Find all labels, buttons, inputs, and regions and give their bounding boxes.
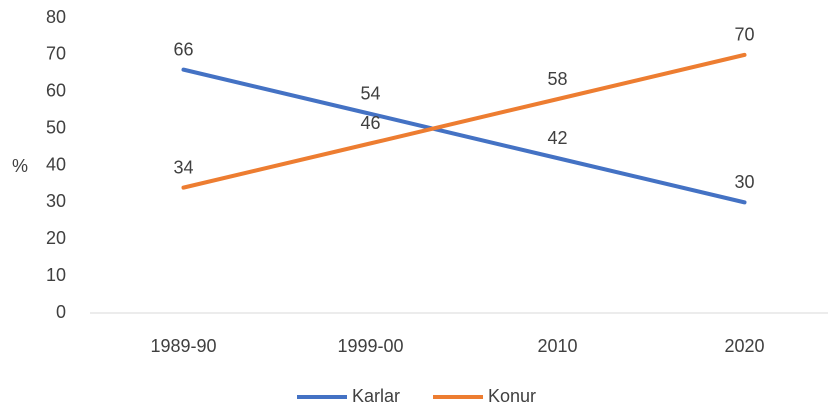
data-label: 42 [547, 128, 567, 148]
y-tick-label: 0 [56, 302, 66, 322]
data-label: 46 [360, 113, 380, 133]
data-label: 66 [173, 39, 193, 59]
data-label: 54 [360, 84, 380, 104]
x-tick-label: 1989-90 [150, 336, 216, 356]
series-line [181, 67, 747, 205]
y-tick-label: 20 [46, 228, 66, 248]
data-label: 30 [734, 172, 754, 192]
y-tick-label: 50 [46, 117, 66, 137]
data-label: 34 [173, 157, 193, 177]
y-tick-label: 10 [46, 265, 66, 285]
y-tick-label: 40 [46, 154, 66, 174]
y-axis-label: % [12, 156, 28, 176]
legend-label: Konur [488, 386, 536, 406]
x-tick-label: 2020 [724, 336, 764, 356]
y-tick-label: 80 [46, 7, 66, 27]
data-label: 58 [547, 69, 567, 89]
data-label: 70 [734, 25, 754, 45]
series-line [181, 52, 747, 190]
y-tick-label: 60 [46, 81, 66, 101]
y-tick-label: 30 [46, 191, 66, 211]
legend-label: Karlar [352, 386, 400, 406]
x-tick-label: 1999-00 [337, 336, 403, 356]
x-tick-label: 2010 [537, 336, 577, 356]
y-tick-label: 70 [46, 44, 66, 64]
